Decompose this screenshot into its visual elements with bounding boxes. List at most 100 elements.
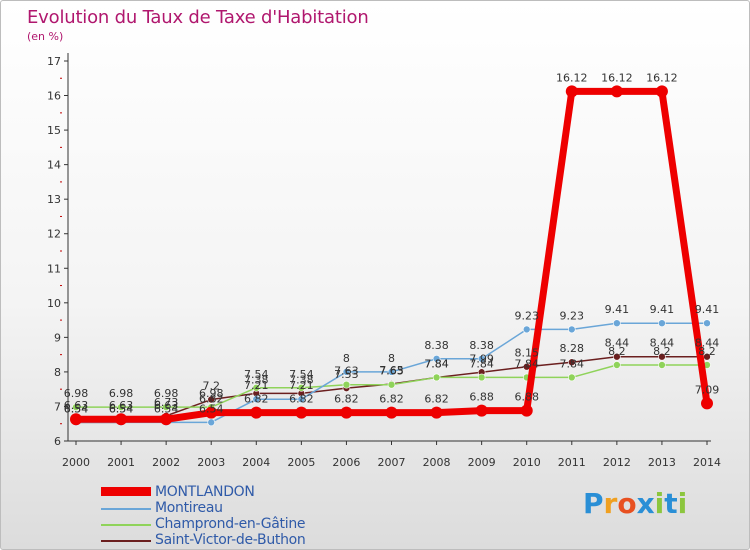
y-tick-label: 14: [47, 159, 61, 172]
proxiti-logo: Proxiti: [583, 487, 687, 520]
data-point: [658, 361, 666, 369]
data-point: [701, 397, 713, 410]
data-label: 6.98: [199, 387, 224, 400]
data-label: 6.54: [64, 402, 89, 415]
data-label: 9.41: [650, 303, 675, 316]
legend-swatch-champrond: [101, 524, 151, 526]
data-label: 7.53: [334, 368, 359, 381]
x-tick-label: 2014: [693, 456, 721, 469]
x-tick-label: 2009: [468, 456, 496, 469]
data-label: 8.38: [469, 339, 494, 352]
data-point: [385, 406, 398, 419]
x-tick-label: 2005: [287, 456, 315, 469]
data-label: 16.12: [646, 71, 678, 84]
y-tick-label: 17: [47, 55, 61, 68]
data-label: 8.2: [608, 345, 626, 358]
legend-swatch-saint-victor: [101, 540, 151, 542]
data-point: [342, 368, 351, 376]
data-point: [115, 413, 128, 426]
x-tick-label: 2006: [332, 456, 360, 469]
data-label: 6.82: [244, 393, 269, 406]
data-label: 6.54: [199, 402, 224, 415]
data-point: [520, 404, 533, 417]
data-label: 6.73: [154, 396, 179, 409]
data-point: [658, 352, 666, 361]
logo-letter: r: [603, 487, 618, 520]
data-label: 7.09: [695, 383, 720, 396]
data-label: 7.84: [424, 357, 449, 370]
x-tick-label: 2008: [423, 456, 451, 469]
data-label: 9.41: [695, 303, 720, 316]
y-tick-label: 11: [47, 262, 61, 275]
data-point: [567, 325, 576, 334]
data-label: 8.2: [698, 345, 716, 358]
x-tick-label: 2012: [603, 456, 631, 469]
data-point: [387, 368, 396, 376]
x-tick-label: 2000: [62, 456, 90, 469]
data-label: 8.44: [695, 337, 720, 350]
data-label: 6.88: [514, 391, 539, 404]
data-point: [613, 352, 621, 361]
data-label: 8.15: [514, 347, 539, 360]
data-point: [658, 319, 666, 328]
legend-label-montireau: Montireau: [155, 500, 223, 516]
y-tick-label: 8: [54, 366, 61, 379]
data-label: 6.82: [199, 393, 224, 406]
data-label: 7.84: [560, 357, 585, 370]
x-tick-label: 2001: [107, 456, 135, 469]
data-label: 9.23: [514, 309, 539, 322]
x-tick-label: 2002: [152, 456, 180, 469]
data-point: [477, 373, 486, 382]
data-label: 8.38: [424, 339, 449, 352]
data-point: [207, 395, 216, 404]
logo-letter: i: [677, 487, 688, 520]
data-point: [567, 373, 576, 382]
data-point: [297, 395, 306, 404]
data-point: [432, 373, 441, 382]
data-point: [295, 406, 308, 419]
data-label: 6.54: [109, 402, 134, 415]
data-point: [70, 413, 82, 426]
data-label: 7.63: [379, 365, 404, 378]
data-point: [565, 85, 578, 98]
data-point: [567, 358, 576, 367]
data-point: [613, 319, 621, 328]
data-label: 8: [388, 352, 395, 365]
data-label: 6.54: [109, 402, 134, 415]
chart-subtitle: (en %): [27, 30, 64, 43]
data-label: 6.88: [469, 391, 494, 404]
data-point: [610, 85, 623, 98]
data-label: 6.63: [154, 399, 179, 412]
y-tick-label: 10: [47, 297, 61, 310]
data-label: 6.54: [64, 402, 89, 415]
data-label: 7.84: [469, 357, 494, 370]
data-label: 7.54: [244, 368, 269, 381]
logo-letter: o: [617, 487, 637, 520]
legend-swatch-montireau: [101, 508, 151, 510]
data-label: 7.38: [289, 373, 314, 386]
data-point: [342, 380, 351, 389]
data-point: [205, 406, 218, 419]
data-label: 6.98: [154, 387, 179, 400]
data-label: 8: [343, 352, 350, 365]
data-label: 6.82: [379, 393, 404, 406]
data-point: [250, 406, 263, 419]
y-tick-label: 15: [47, 124, 61, 137]
data-label: 6.82: [334, 393, 359, 406]
y-tick-label: 9: [54, 331, 61, 344]
data-point: [252, 383, 261, 392]
data-point: [252, 395, 261, 404]
data-label: 7.2: [202, 380, 220, 393]
data-label: 6.63: [109, 399, 134, 412]
legend-label-saint-victor: Saint-Victor-de-Buthon: [155, 532, 306, 548]
data-point: [387, 380, 396, 389]
y-tick-label: 16: [47, 90, 61, 103]
x-tick-label: 2013: [648, 456, 676, 469]
data-label: 8.44: [605, 337, 630, 350]
logo-letter: x: [636, 487, 655, 520]
data-point: [432, 354, 441, 363]
data-point: [430, 406, 443, 419]
data-label: 7.84: [424, 357, 449, 370]
data-point: [522, 325, 531, 334]
